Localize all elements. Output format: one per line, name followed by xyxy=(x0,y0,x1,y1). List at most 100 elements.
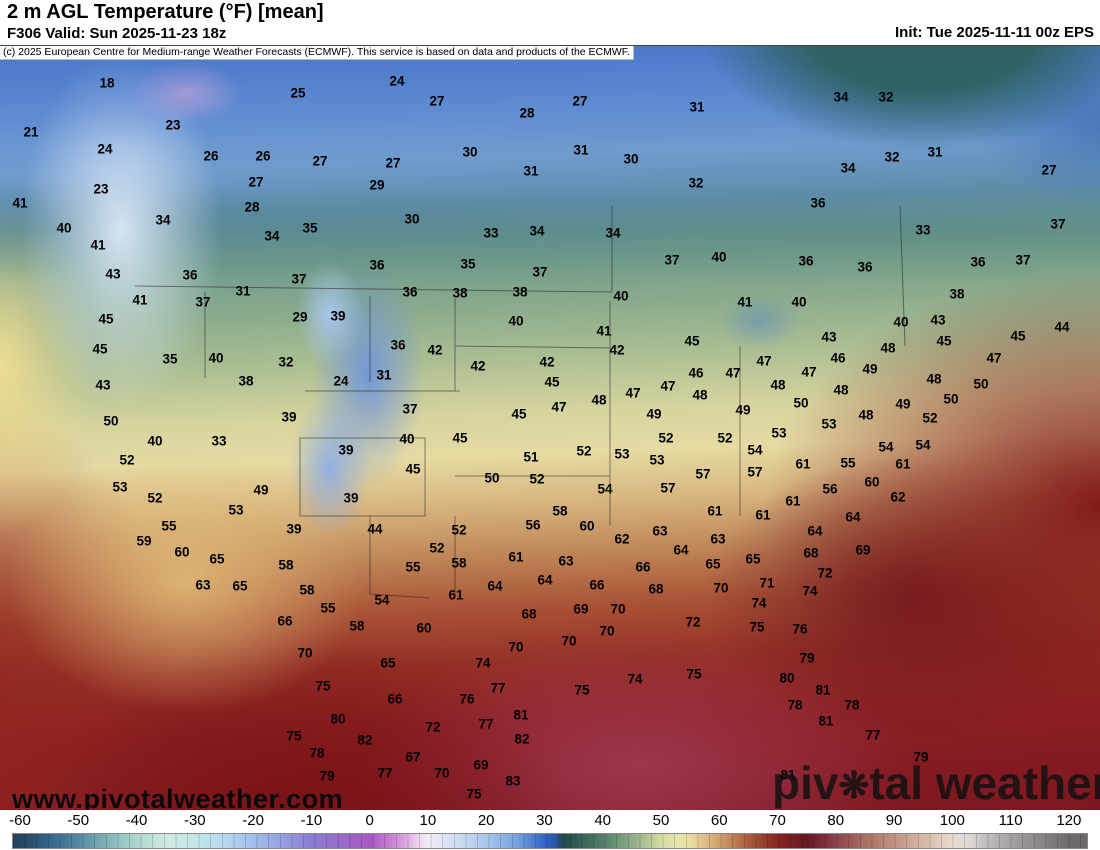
temp-label: 61 xyxy=(785,493,801,509)
temp-label: 52 xyxy=(658,430,674,446)
temp-label: 75 xyxy=(315,678,331,694)
temp-label: 72 xyxy=(685,614,701,630)
header: 2 m AGL Temperature (°F) [mean] F306 Val… xyxy=(0,0,1100,45)
temp-label: 32 xyxy=(688,175,704,191)
temp-label: 35 xyxy=(302,220,318,236)
temp-label: 58 xyxy=(349,618,365,634)
temp-label: 82 xyxy=(357,732,373,748)
temp-label: 52 xyxy=(147,490,163,506)
temp-label: 65 xyxy=(232,578,248,594)
temp-label: 58 xyxy=(552,503,568,519)
temp-label: 49 xyxy=(862,361,878,377)
temp-label: 65 xyxy=(209,551,225,567)
temp-label: 40 xyxy=(711,249,727,265)
temp-label: 47 xyxy=(660,378,676,394)
temp-label: 70 xyxy=(508,639,524,655)
temp-label: 50 xyxy=(103,413,119,429)
temp-label: 29 xyxy=(292,309,308,325)
temp-label: 25 xyxy=(290,85,306,101)
page-title: 2 m AGL Temperature (°F) [mean] xyxy=(7,1,324,23)
temp-label: 78 xyxy=(309,745,325,761)
temp-label: 30 xyxy=(623,151,639,167)
temp-label: 64 xyxy=(807,523,823,539)
temp-label: 75 xyxy=(749,619,765,635)
temp-label: 64 xyxy=(845,509,861,525)
temp-label: 63 xyxy=(652,523,668,539)
temp-label: 65 xyxy=(705,556,721,572)
logo-text-suffix: tal weather xyxy=(869,757,1100,809)
colorbar-tick: 60 xyxy=(710,812,728,829)
temp-label: 42 xyxy=(470,358,486,374)
temp-label: 35 xyxy=(460,256,476,272)
colorbar-tick: 120 xyxy=(1056,812,1082,829)
temp-label: 70 xyxy=(297,645,313,661)
temp-label: 31 xyxy=(235,283,251,299)
temp-label: 66 xyxy=(387,691,403,707)
temp-label: 61 xyxy=(755,507,771,523)
temp-label: 36 xyxy=(182,267,198,283)
temp-label: 47 xyxy=(801,364,817,380)
temp-label: 40 xyxy=(56,220,72,236)
temp-label: 71 xyxy=(759,575,775,591)
temp-label: 53 xyxy=(821,416,837,432)
temp-label: 43 xyxy=(105,266,121,282)
temp-label: 47 xyxy=(551,399,567,415)
temp-label: 27 xyxy=(312,153,328,169)
temp-label: 44 xyxy=(367,521,383,537)
temp-label: 61 xyxy=(707,503,723,519)
colorbar-tick: -40 xyxy=(125,812,148,829)
temp-label: 75 xyxy=(686,666,702,682)
temp-label: 31 xyxy=(689,99,705,115)
temp-label: 28 xyxy=(519,105,535,121)
colorbar-tick: 50 xyxy=(652,812,670,829)
temp-label: 62 xyxy=(614,531,630,547)
temp-label: 68 xyxy=(803,545,819,561)
temp-label: 38 xyxy=(452,285,468,301)
temp-label: 57 xyxy=(695,466,711,482)
temp-label: 36 xyxy=(970,254,986,270)
temp-label: 37 xyxy=(532,264,548,280)
temperature-map[interactable]: (c) 2025 European Centre for Medium-rang… xyxy=(0,45,1100,811)
temp-label: 52 xyxy=(922,410,938,426)
temp-label: 41 xyxy=(90,237,106,253)
temp-label: 42 xyxy=(427,342,443,358)
temp-label: 48 xyxy=(833,382,849,398)
temp-label: 36 xyxy=(390,337,406,353)
temp-label: 69 xyxy=(473,757,489,773)
temp-label: 49 xyxy=(735,402,751,418)
temp-label: 50 xyxy=(943,391,959,407)
temp-label: 31 xyxy=(573,142,589,158)
temp-label: 53 xyxy=(771,425,787,441)
colorbar-tick: -30 xyxy=(183,812,206,829)
temp-label: 21 xyxy=(23,124,39,140)
temp-label: 41 xyxy=(12,195,28,211)
temp-label: 66 xyxy=(635,559,651,575)
temp-label: 49 xyxy=(646,406,662,422)
temp-label: 68 xyxy=(648,581,664,597)
temp-label: 58 xyxy=(451,555,467,571)
temperature-field xyxy=(0,46,1100,811)
colorbar-tick: 40 xyxy=(594,812,612,829)
temp-label: 59 xyxy=(136,533,152,549)
temp-label: 43 xyxy=(821,329,837,345)
temp-label: 70 xyxy=(599,623,615,639)
temp-label: 48 xyxy=(880,340,896,356)
temp-label: 48 xyxy=(591,392,607,408)
temp-label: 82 xyxy=(514,731,530,747)
temp-label: 32 xyxy=(884,149,900,165)
temp-label: 64 xyxy=(537,572,553,588)
temp-label: 57 xyxy=(747,464,763,480)
temp-label: 26 xyxy=(203,148,219,164)
temp-label: 40 xyxy=(208,350,224,366)
temp-label: 70 xyxy=(610,601,626,617)
temp-label: 34 xyxy=(264,228,280,244)
temp-label: 50 xyxy=(793,395,809,411)
temp-label: 53 xyxy=(649,452,665,468)
temp-label: 70 xyxy=(561,633,577,649)
temp-label: 45 xyxy=(452,430,468,446)
temp-label: 33 xyxy=(483,225,499,241)
temp-label: 34 xyxy=(605,225,621,241)
temp-label: 67 xyxy=(405,749,421,765)
temp-label: 37 xyxy=(291,271,307,287)
temp-label: 18 xyxy=(99,75,115,91)
